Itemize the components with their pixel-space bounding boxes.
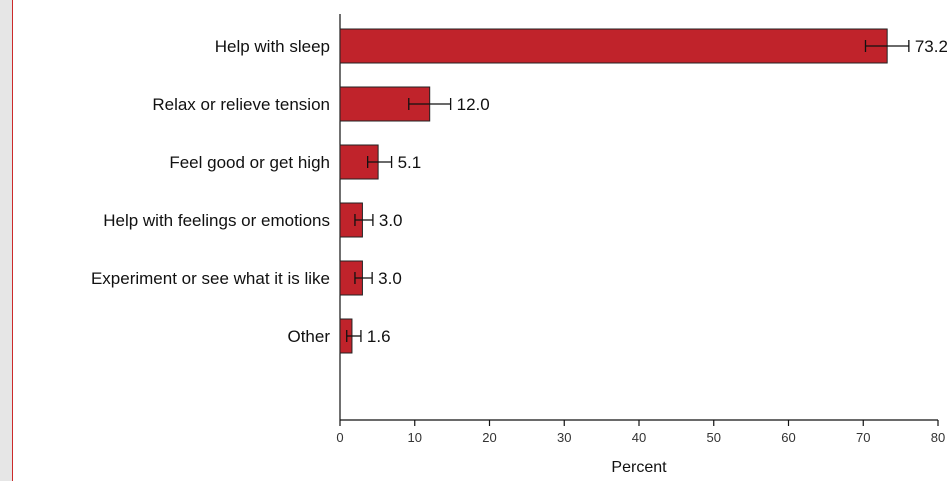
bar [339, 28, 888, 64]
x-axis-title: Percent [611, 459, 667, 476]
category-label: Relax or relieve tension [152, 95, 330, 114]
category-label: Experiment or see what it is like [91, 269, 330, 288]
category-label: Help with feelings or emotions [103, 211, 330, 230]
category-label: Help with sleep [215, 37, 330, 56]
chart-panel: Help with sleep 73.2 Relax or relieve tens… [12, 0, 947, 481]
category-label: Feel good or get high [169, 153, 330, 172]
x-tick-label: 80 [931, 430, 945, 445]
value-label: 3.0 [379, 211, 403, 230]
value-label: 12.0 [457, 95, 490, 114]
value-label: 3.0 [378, 269, 402, 288]
x-tick-label: 0 [336, 430, 343, 445]
x-tick-label: 10 [408, 430, 422, 445]
x-tick-label: 50 [707, 430, 721, 445]
x-tick-label: 70 [856, 430, 870, 445]
value-label: 73.2 [915, 37, 947, 56]
value-label: 1.6 [367, 327, 391, 346]
category-label: Other [287, 327, 330, 346]
x-tick-label: 30 [557, 430, 571, 445]
value-label: 5.1 [398, 153, 422, 172]
x-tick-label: 60 [781, 430, 795, 445]
x-tick-label: 40 [632, 430, 646, 445]
bar-chart: Help with sleep 73.2 Relax or relieve tens… [91, 14, 947, 476]
x-tick-label: 20 [482, 430, 496, 445]
